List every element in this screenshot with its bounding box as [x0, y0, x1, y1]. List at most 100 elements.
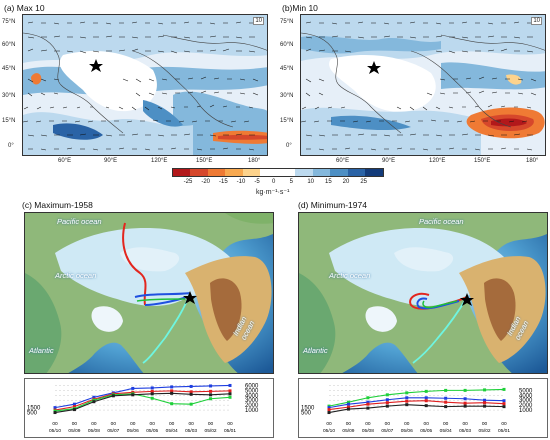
colorbar-tick-label: 25 — [360, 179, 368, 185]
panel-b-lat-tick: 60°N — [280, 42, 294, 48]
right-axis-tick: 3000 — [245, 398, 259, 404]
series-point — [189, 392, 193, 396]
x-date-label: 05/03 — [459, 428, 471, 434]
series-point — [189, 402, 193, 406]
x-date-label: 05/08 — [88, 428, 100, 434]
panel-b-lat-tick: 15°N — [280, 118, 294, 124]
series-point — [444, 396, 448, 400]
x-hour-label: 00 — [365, 421, 371, 427]
x-hour-label: 00 — [424, 421, 430, 427]
series-point — [189, 390, 193, 394]
panel-a-lon-tick: 60°E — [58, 158, 72, 164]
panel-a-lon-tick: 120°E — [151, 158, 168, 164]
colorbar-swatch — [225, 169, 243, 176]
series-point — [385, 401, 389, 405]
right-axis-tick: 6000 — [245, 383, 259, 389]
left-axis-tick: 500 — [27, 411, 38, 417]
panel-c-title: (c) Maximum-1958 — [22, 200, 93, 210]
series-point — [346, 407, 350, 411]
series-point — [366, 396, 370, 400]
panel-d-title: (d) Minimum-1974 — [298, 200, 367, 210]
series-point — [463, 397, 467, 401]
x-hour-label: 00 — [482, 421, 488, 427]
series-point — [53, 406, 57, 410]
colorbar-swatch — [312, 169, 331, 176]
x-hour-label: 00 — [227, 421, 233, 427]
panel-a-lat-tick: 75°N — [2, 19, 16, 25]
colorbar-tick-label: -20 — [201, 179, 210, 185]
x-date-label: 05/10 — [323, 428, 335, 434]
x-date-label: 05/07 — [381, 428, 393, 434]
x-date-label: 05/03 — [185, 428, 197, 434]
colorbar-swatch — [330, 169, 348, 176]
series-point — [72, 405, 76, 409]
x-date-label: 05/04 — [166, 428, 178, 434]
left-axis-tick: 1500 — [301, 406, 315, 412]
panel-a-moisture-field — [23, 15, 267, 155]
panel-b-lon-tick: 150°E — [474, 158, 491, 164]
panel-c-arctic-map — [25, 213, 273, 373]
colorbar-swatch — [207, 169, 226, 176]
series-point — [483, 401, 487, 405]
right-axis-tick: 4000 — [519, 393, 533, 399]
series-point — [189, 384, 193, 388]
x-hour-label: 00 — [462, 421, 468, 427]
series-point — [346, 402, 350, 406]
x-date-label: 05/02 — [479, 428, 491, 434]
series-point — [131, 393, 135, 397]
panel-a-lon-tick: 150°E — [196, 158, 213, 164]
colorbar-swatch — [277, 169, 296, 176]
panel-b-map: 10 — [300, 14, 546, 156]
series-line — [54, 390, 231, 411]
series-point — [228, 389, 232, 393]
series-point — [366, 402, 370, 406]
panel-d-arctic-label: Arctic ocean — [329, 271, 371, 280]
panel-b-title: (b)Min 10 — [282, 3, 318, 13]
x-date-label: 05/06 — [401, 428, 413, 434]
x-hour-label: 00 — [188, 421, 194, 427]
colorbar-tick-label: -15 — [219, 179, 228, 185]
x-date-label: 05/06 — [127, 428, 139, 434]
colorbar-tick-label: 0 — [272, 179, 276, 185]
right-axis-tick: 5000 — [245, 388, 259, 394]
colorbar-tick-label: -25 — [183, 179, 193, 185]
colorbar-swatch — [242, 169, 261, 176]
x-date-label: 05/05 — [146, 428, 158, 434]
series-point — [424, 399, 428, 403]
right-axis-tick: 2000 — [519, 403, 533, 409]
colorbar-swatch — [173, 169, 191, 176]
series-point — [327, 411, 331, 415]
panel-b-lon-tick: 90°E — [382, 158, 396, 164]
colorbar-tick-label: -10 — [236, 179, 246, 185]
series-point — [209, 397, 213, 401]
series-point — [483, 388, 487, 392]
colorbar-unit: kg·m⁻¹·s⁻¹ — [256, 189, 290, 196]
series-point — [385, 398, 389, 402]
panel-d-pacific-label: Pacific ocean — [419, 217, 464, 226]
colorbar-tick-label: 20 — [342, 179, 350, 185]
series-point — [327, 408, 331, 412]
series-point — [385, 393, 389, 397]
series-point — [405, 403, 409, 407]
x-date-label: 05/04 — [440, 428, 452, 434]
x-hour-label: 00 — [346, 421, 352, 427]
series-point — [483, 398, 487, 402]
panel-b-moisture-field — [301, 15, 545, 155]
panel-b-lat-tick: 30°N — [280, 93, 294, 99]
series-line — [328, 397, 505, 409]
panel-a-lat-tick: 15°N — [2, 118, 16, 124]
panel-c-arctic-label: Arctic ocean — [55, 271, 97, 280]
left-axis-tick: 1500 — [27, 406, 41, 412]
series-point — [405, 391, 409, 395]
series-point — [150, 386, 154, 390]
series-point — [444, 400, 448, 404]
series-point — [327, 406, 331, 410]
panel-c-map: Pacific ocean Arctic ocean Atlantic Indi… — [24, 212, 274, 374]
series-point — [150, 392, 154, 396]
x-date-label: 05/01 — [224, 428, 236, 434]
panel-a-lat-tick: 45°N — [2, 66, 16, 72]
panel-c-timeseries: 1500 500 6000 5000 4000 3000 2000 1000 00 05/10 00… — [24, 378, 274, 438]
colorbar-tick-label: 15 — [325, 179, 332, 185]
right-axis-tick: 5000 — [519, 388, 533, 394]
colorbar-swatch — [365, 169, 383, 176]
